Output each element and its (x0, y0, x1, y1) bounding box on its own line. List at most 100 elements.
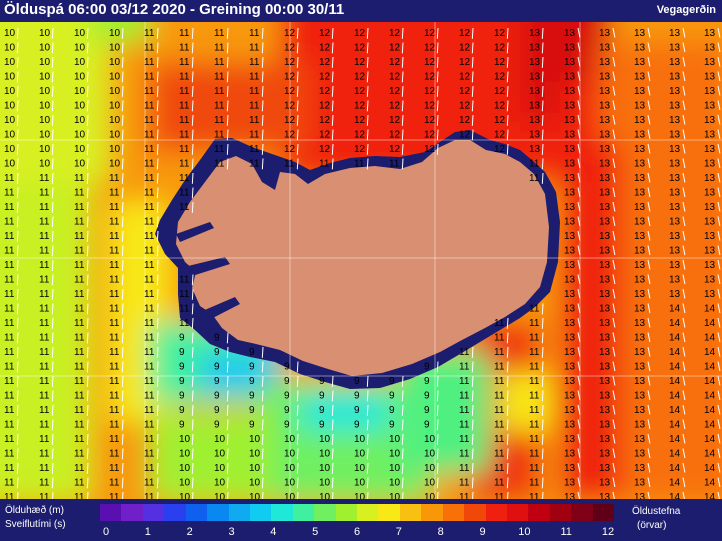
direction-arrow (682, 85, 686, 96)
period-value: 11 (4, 449, 15, 460)
direction-arrow (506, 317, 509, 329)
direction-arrow (331, 375, 334, 387)
period-value: 13 (669, 173, 681, 184)
direction-arrow (121, 419, 124, 431)
direction-arrow (16, 288, 19, 300)
period-value: 13 (704, 246, 716, 257)
direction-arrow (51, 462, 54, 474)
direction-arrow (191, 288, 194, 300)
period-value: 12 (494, 144, 506, 155)
direction-arrow (331, 433, 334, 445)
direction-arrow (51, 158, 54, 170)
period-value: 11 (109, 231, 120, 242)
period-value: 11 (109, 347, 120, 358)
color-swatch (142, 504, 165, 521)
period-value: 9 (424, 391, 430, 402)
period-value: 11 (4, 231, 15, 242)
direction-arrow (121, 129, 124, 141)
direction-arrow (331, 27, 334, 39)
direction-arrow (331, 448, 334, 460)
period-value: 11 (144, 173, 155, 184)
period-value: 11 (529, 362, 540, 373)
period-value: 13 (704, 101, 716, 112)
period-value: 10 (214, 492, 226, 499)
direction-arrow (647, 288, 651, 299)
direction-arrow (226, 100, 229, 112)
direction-arrow (86, 129, 89, 141)
direction-arrow (51, 42, 54, 54)
period-value: 13 (634, 246, 646, 257)
scale-tick-label: 0 (102, 526, 110, 538)
period-value: 11 (74, 318, 85, 329)
direction-arrow (401, 114, 404, 126)
period-value: 13 (599, 246, 611, 257)
direction-arrow (577, 419, 581, 430)
period-value: 13 (634, 188, 646, 199)
direction-arrow (86, 332, 89, 344)
direction-arrow (472, 491, 474, 499)
period-value: 10 (109, 130, 121, 141)
direction-arrow (577, 172, 581, 183)
direction-arrow (542, 491, 544, 499)
period-value: 13 (529, 57, 541, 68)
direction-arrow (506, 71, 509, 83)
direction-arrow (717, 187, 721, 198)
direction-arrow (121, 27, 124, 39)
direction-arrow (506, 346, 509, 358)
direction-arrow (331, 143, 334, 155)
period-value: 11 (74, 405, 85, 416)
period-value: 13 (634, 333, 646, 344)
direction-arrow (191, 477, 194, 489)
direction-arrow (261, 462, 264, 474)
period-value: 11 (144, 478, 155, 489)
period-value: 10 (284, 478, 296, 489)
period-value: 13 (599, 188, 611, 199)
period-value: 10 (39, 159, 51, 170)
period-value: 11 (4, 304, 15, 315)
period-value: 14 (704, 449, 716, 460)
direction-arrow (612, 100, 616, 111)
period-value: 10 (389, 434, 401, 445)
direction-arrow (471, 27, 474, 39)
period-value: 10 (4, 57, 16, 68)
period-value: 13 (634, 159, 646, 170)
period-value: 11 (494, 333, 505, 344)
direction-arrow (647, 56, 651, 67)
direction-arrow (156, 404, 159, 416)
direction-arrow (577, 390, 581, 401)
direction-arrow (87, 491, 89, 499)
period-value: 11 (39, 434, 50, 445)
period-value: 12 (354, 72, 366, 83)
period-value: 13 (599, 86, 611, 97)
direction-arrow (401, 462, 404, 474)
direction-arrow (366, 419, 369, 431)
period-value: 11 (214, 86, 225, 97)
period-value: 11 (144, 28, 155, 39)
direction-arrow (541, 100, 544, 112)
direction-arrow (682, 317, 686, 328)
color-swatch (249, 504, 272, 521)
direction-arrow (366, 143, 369, 155)
direction-arrow (51, 201, 54, 213)
direction-arrow (156, 477, 159, 489)
period-value: 13 (634, 420, 646, 431)
period-value: 9 (214, 405, 220, 416)
direction-arrow (366, 42, 369, 54)
direction-arrow (296, 71, 299, 83)
direction-arrow (51, 303, 54, 315)
direction-arrow (366, 477, 369, 489)
period-value: 11 (529, 434, 540, 445)
direction-arrow (717, 27, 721, 38)
period-value: 13 (669, 231, 681, 242)
color-swatch (335, 504, 358, 521)
direction-arrow (577, 114, 581, 125)
direction-arrow (717, 71, 721, 82)
direction-arrow (156, 71, 159, 83)
period-value: 14 (704, 347, 716, 358)
direction-arrow (191, 114, 194, 126)
direction-arrow (612, 404, 616, 415)
period-value: 13 (669, 188, 681, 199)
period-value: 14 (704, 376, 716, 387)
direction-arrow (86, 361, 89, 373)
direction-arrow (506, 462, 509, 474)
